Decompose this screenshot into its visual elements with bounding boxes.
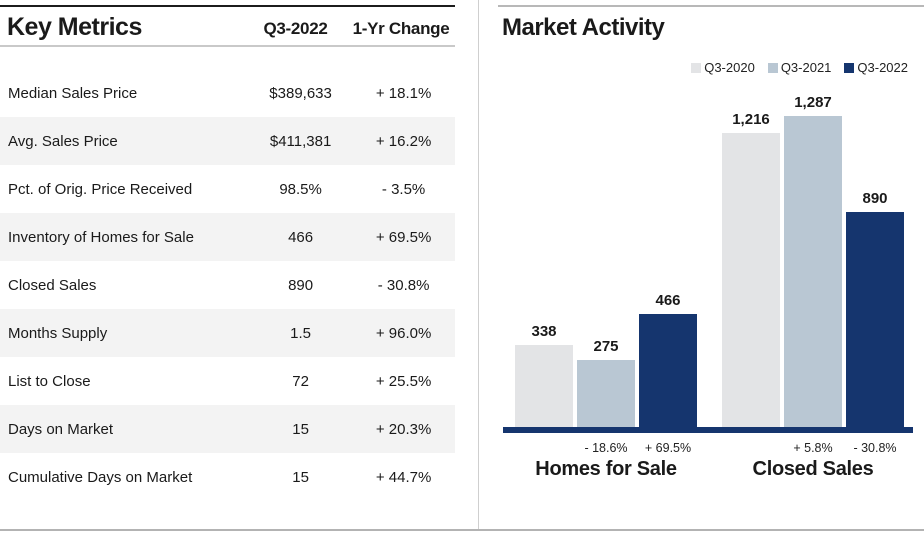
legend-swatch-icon [767,62,778,73]
page-bottom-rule [0,529,924,531]
bar-change-label: + 5.8% [793,441,833,455]
bar-q3-2020 [515,345,573,428]
metric-change: - 3.5% [381,180,426,198]
chart-legend: Q3-2020 Q3-2021 Q3-2022 [691,60,908,75]
table-row: Median Sales Price $389,633 + 18.1% [0,69,455,117]
metric-value: $389,633 [269,84,332,102]
key-metrics-table: Median Sales Price $389,633 + 18.1% Avg. Sa… [0,69,455,501]
table-row: Closed Sales 890 - 30.8% [0,261,455,309]
table-row: Days on Market 15 + 20.3% [0,405,455,453]
metric-label: Cumulative Days on Market [8,468,193,486]
metric-change: - 30.8% [377,276,430,294]
legend-item: Q3-2022 [844,60,908,75]
metric-change: + 18.1% [375,84,432,102]
metric-label: Months Supply [8,324,108,342]
bar-value-label: 890 [862,190,888,207]
metric-value: 15 [292,420,309,438]
key-metrics-header-rule [0,45,455,47]
table-row: Avg. Sales Price $411,381 + 16.2% [0,117,455,165]
table-row: List to Close 72 + 25.5% [0,357,455,405]
bar-change-label: + 69.5% [644,441,692,455]
chart-group-label: Closed Sales [752,458,874,480]
metric-label: Days on Market [8,420,114,438]
metric-change: + 44.7% [375,468,432,486]
market-activity-panel: Market Activity Q3-2020 Q3-2021 Q3-2022 33… [490,0,924,530]
metric-value: 466 [288,228,314,246]
legend-item: Q3-2020 [691,60,755,75]
bar-value-label: 338 [531,323,557,340]
metric-value: 890 [288,276,314,294]
bar-change-label: - 30.8% [853,441,897,455]
column-header-period: Q3-2022 [263,19,328,38]
legend-label: Q3-2022 [857,60,908,75]
metric-value: 72 [292,372,309,390]
table-row: Cumulative Days on Market 15 + 44.7% [0,453,455,501]
panel-divider [478,0,479,531]
column-header-change: 1-Yr Change [352,19,450,38]
metric-label: List to Close [8,372,91,390]
chart-group-label: Homes for Sale [535,458,677,480]
table-row: Months Supply 1.5 + 96.0% [0,309,455,357]
bar-value-label: 1,216 [732,111,770,128]
metric-value: 15 [292,468,309,486]
bar-chart: 338 275 - 18.6% 466 + 69.5% Homes for Sale 1,2… [490,0,924,530]
chart-axis-line [503,427,913,433]
legend-swatch-icon [844,62,855,73]
metric-value: $411,381 [269,132,332,150]
metric-label: Closed Sales [8,276,97,294]
bar-value-label: 466 [655,292,681,309]
legend-label: Q3-2020 [704,60,755,75]
market-activity-title: Market Activity [502,14,665,41]
metric-label: Avg. Sales Price [8,132,118,150]
right-panel-top-rule [498,5,924,7]
bar-q3-2021 [577,360,635,428]
metric-change: + 96.0% [375,324,432,342]
legend-swatch-icon [691,62,702,73]
legend-label: Q3-2021 [780,60,832,75]
bar-q3-2020 [722,133,780,428]
metric-change: + 25.5% [375,372,432,390]
legend-item: Q3-2021 [767,60,832,75]
bar-q3-2022 [639,314,697,428]
metric-change: + 16.2% [375,132,432,150]
key-metrics-title: Key Metrics [7,13,142,41]
table-row: Pct. of Orig. Price Received 98.5% - 3.5% [0,165,455,213]
metric-change: + 20.3% [375,420,432,438]
bar-value-label: 275 [593,338,619,355]
metric-label: Pct. of Orig. Price Received [8,180,193,198]
metric-change: + 69.5% [375,228,432,246]
bar-change-label: - 18.6% [584,441,628,455]
bar-q3-2021 [784,116,842,428]
key-metrics-panel: Key Metrics Q3-2022 1-Yr Change Median S… [0,0,455,530]
metric-value: 98.5% [279,180,322,198]
metric-label: Inventory of Homes for Sale [8,228,194,246]
left-panel-top-rule [0,5,455,7]
bar-value-label: 1,287 [794,94,832,111]
table-row: Inventory of Homes for Sale 466 + 69.5% [0,213,455,261]
metric-label: Median Sales Price [8,84,138,102]
metric-value: 1.5 [290,324,312,342]
bar-q3-2022 [846,212,904,428]
